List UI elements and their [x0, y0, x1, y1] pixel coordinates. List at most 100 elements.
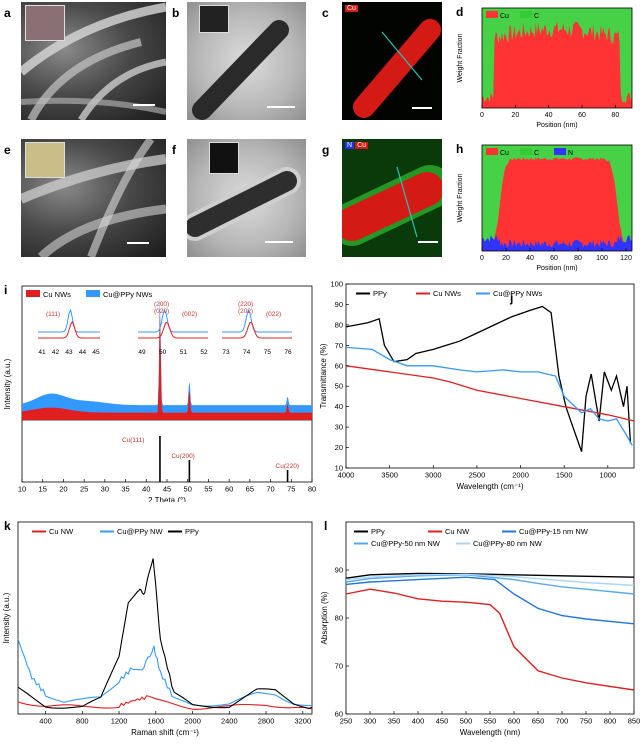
y-axis-label: Weight Fraction — [457, 173, 464, 222]
x-axis-label: Position (nm) — [536, 265, 577, 272]
y-tick-label: 80 — [335, 614, 343, 623]
x-tick-label: 60 — [225, 485, 233, 494]
x-tick-label: 2500 — [469, 471, 486, 480]
legend-label: Cu NWs — [433, 289, 461, 298]
x-tick-label: 120 — [620, 255, 632, 262]
plot-frame — [345, 283, 635, 469]
inset-peak-label: (002) — [182, 311, 197, 318]
x-tick-label: 1600 — [147, 717, 164, 726]
inset-peak-label: (202) — [238, 308, 253, 315]
panel-label: i — [4, 283, 7, 297]
panel-label: k — [4, 519, 11, 533]
inset-peak-label: (022) — [266, 311, 281, 318]
nanowire-texture — [342, 165, 442, 246]
x-tick-label: 800 — [76, 717, 89, 726]
plot-frame — [481, 7, 633, 109]
y-tick-label: 100 — [330, 280, 343, 289]
series-cu-ppy-50-nm-nw — [345, 574, 635, 595]
eds-legend-cu: Cu — [355, 142, 369, 149]
scale-bar — [412, 107, 432, 109]
area-cu-ppy-nws — [22, 295, 312, 420]
inset-trace — [138, 321, 208, 339]
x-tick-label: 550 — [484, 717, 497, 726]
x-tick-label: 350 — [388, 717, 401, 726]
chart-i-xrd: i Cu(111) Cu(200) Cu(220) Cu NWs Cu@PPy NWs 41… — [3, 283, 316, 502]
legend-label: Cu NW — [445, 527, 470, 536]
inset-trace — [38, 321, 100, 339]
x-tick-label: 60 — [578, 112, 586, 119]
scale-bar — [133, 104, 155, 106]
x-tick-label: 55 — [204, 485, 212, 494]
inset-tick-label: 45 — [92, 349, 100, 356]
x-axis-label: 2 Theta (°) — [148, 496, 186, 502]
inset-tick-label: 51 — [180, 349, 188, 356]
y-tick-label: 30 — [335, 423, 343, 432]
panel-a: a — [4, 2, 166, 120]
panel-label: d — [456, 5, 463, 19]
x-tick-label: 500 — [460, 717, 473, 726]
x-axis-label: Wavelength (nm) — [460, 728, 521, 737]
scale-bar — [267, 106, 295, 108]
sem-inset — [25, 142, 65, 178]
legend-label: Cu@PPy NWs — [493, 289, 543, 298]
x-tick-label: 75 — [287, 485, 295, 494]
scale-bar — [418, 241, 438, 243]
panel-label: b — [172, 6, 180, 20]
sem-image-cu-nanowires — [21, 2, 166, 120]
legend-label: PPy — [371, 527, 385, 536]
x-tick-label: 35 — [121, 485, 129, 494]
x-tick-label: 40 — [545, 112, 553, 119]
plot-frame — [345, 521, 635, 715]
panel-label: j — [509, 291, 513, 305]
area-cu — [482, 20, 632, 108]
chart-k-raman: k 400 800 1200 1600 2000 2400 2800 3200 Raman shi… — [2, 519, 313, 737]
panel-label: h — [456, 142, 463, 156]
x-tick-label: 1000 — [599, 471, 616, 480]
area-cu-nws — [22, 308, 312, 420]
legend-label: PPy — [185, 527, 199, 536]
sem-image-cu-ppy-nanowires — [21, 139, 166, 257]
y-axis-label: Weight Fraction — [457, 33, 464, 82]
eds-map-cu-ppy: N Cu — [342, 139, 442, 257]
x-tick-label: 80 — [611, 112, 619, 119]
x-tick-label: 750 — [580, 717, 593, 726]
x-axis-label: Wavelength (cm⁻¹) — [456, 482, 523, 491]
panel-label: e — [4, 143, 11, 157]
chart-h-eds-linescan: h 0 20 40 60 80 100 120 Position (nm) Weight Frac… — [456, 142, 633, 272]
legend-swatch — [86, 290, 100, 297]
x-tick-label: 65 — [246, 485, 254, 494]
x-tick-label: 10 — [18, 485, 26, 494]
series-cu-ppy-nw — [17, 638, 313, 707]
x-tick-label: 300 — [364, 717, 377, 726]
reference-label: Cu(220) — [276, 463, 299, 470]
series-cu-nw — [345, 588, 635, 691]
x-tick-label: 60 — [550, 255, 558, 262]
y-tick-label: 20 — [335, 443, 343, 452]
x-tick-label: 70 — [266, 485, 274, 494]
reference-label: Cu(200) — [171, 453, 194, 460]
inset-tick-label: 52 — [200, 349, 208, 356]
x-tick-label: 450 — [436, 717, 449, 726]
x-tick-label: 1200 — [111, 717, 128, 726]
x-axis-label: Position (nm) — [536, 122, 577, 129]
inset-tick-label: 44 — [79, 349, 87, 356]
inset-peak-label: (200) — [154, 301, 169, 308]
legend-label: Cu@PPy-50 nm NW — [371, 539, 441, 548]
x-tick-label: 850 — [628, 717, 641, 726]
inset-peak-label: (020) — [154, 308, 169, 315]
x-tick-label: 100 — [596, 255, 608, 262]
reference-label: Cu(111) — [122, 437, 145, 444]
legend-swatch — [520, 11, 532, 18]
scale-bar — [127, 242, 149, 244]
x-tick-label: 20 — [502, 255, 510, 262]
sem-inset — [25, 5, 65, 41]
legend-label: Cu@PPy-80 nm NW — [473, 539, 543, 548]
y-tick-label: 60 — [335, 710, 343, 719]
y-tick-label: 40 — [335, 402, 343, 411]
x-tick-label: 2400 — [221, 717, 238, 726]
y-tick-label: 50 — [335, 382, 343, 391]
legend-label: PPy — [373, 289, 387, 298]
panel-label: l — [324, 519, 327, 533]
y-tick-label: 90 — [335, 566, 343, 575]
x-tick-label: 25 — [80, 485, 88, 494]
